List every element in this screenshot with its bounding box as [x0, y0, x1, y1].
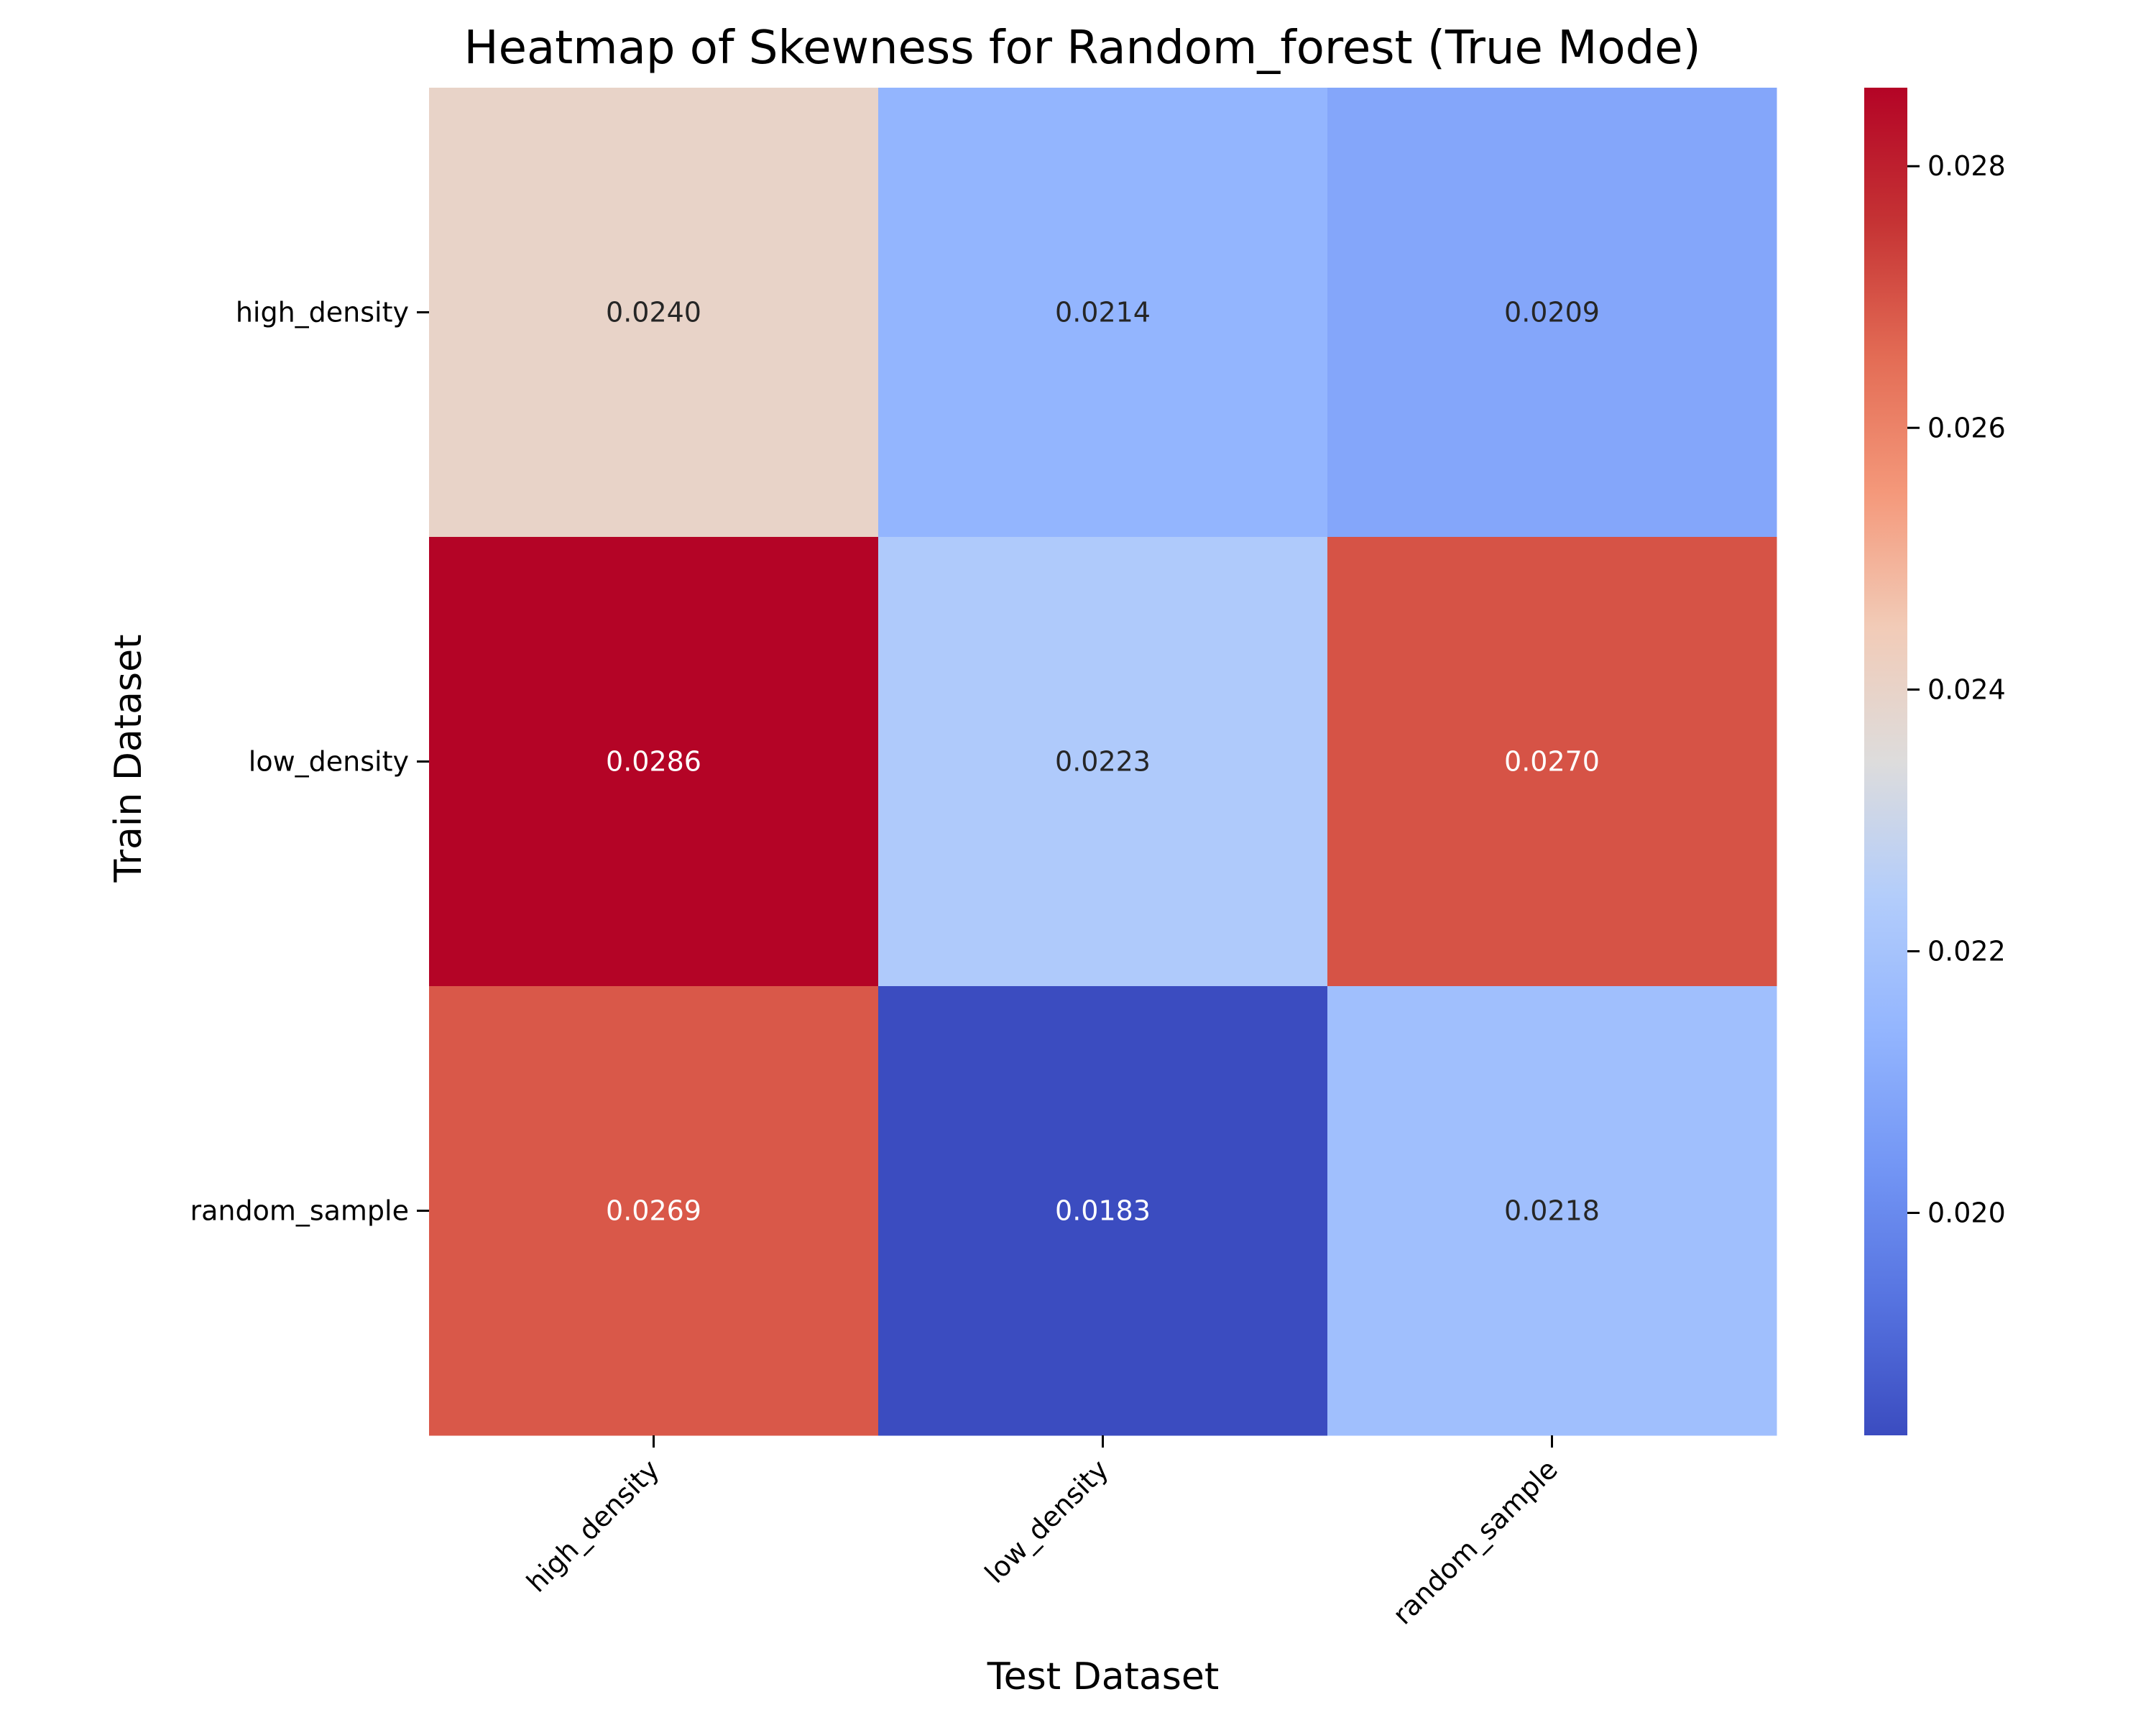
heatmap-cell — [878, 986, 1328, 1436]
cell-value-label: 0.0218 — [1504, 1195, 1600, 1227]
heatmap-cell — [1327, 537, 1777, 987]
cell-value-label: 0.0183 — [1055, 1195, 1151, 1227]
heatmap-cells — [429, 88, 1777, 1436]
colorbar-tick-label: 0.024 — [1927, 673, 2006, 705]
y-tick-label: high_density — [236, 297, 409, 328]
x-axis: high_density low_density random_sample — [520, 1435, 1564, 1631]
y-axis-label: Train Dataset — [107, 635, 150, 883]
y-tick-label: low_density — [249, 746, 409, 778]
heatmap-cell-labels: 0.0240 0.0214 0.0209 0.0286 0.0223 0.0270 0.02… — [606, 297, 1600, 1227]
colorbar-tick-label: 0.020 — [1927, 1197, 2006, 1229]
x-tick-label: random_sample — [1386, 1453, 1563, 1630]
cell-value-label: 0.0209 — [1504, 297, 1600, 328]
heatmap-cell — [429, 986, 879, 1436]
colorbar-tick-label: 0.026 — [1927, 412, 2006, 443]
cell-value-label: 0.0240 — [606, 297, 701, 328]
colorbar-tick-label: 0.022 — [1927, 935, 2006, 967]
cell-value-label: 0.0270 — [1504, 746, 1600, 778]
colorbar-tick-label: 0.028 — [1927, 150, 2006, 182]
heatmap-cell — [1327, 986, 1777, 1436]
x-tick-label: high_density — [520, 1453, 665, 1598]
y-axis: high_density low_density random_sample — [190, 297, 429, 1227]
cell-value-label: 0.0214 — [1055, 297, 1151, 328]
x-tick-label: low_density — [979, 1453, 1115, 1589]
heatmap-cell — [878, 537, 1328, 987]
heatmap-cell — [429, 537, 879, 987]
heatmap-cell — [1327, 88, 1777, 538]
y-tick-label: random_sample — [190, 1195, 409, 1227]
cell-value-label: 0.0223 — [1055, 746, 1151, 778]
heatmap-cell — [429, 88, 879, 538]
x-axis-label: Test Dataset — [987, 1655, 1220, 1698]
chart-title: Heatmap of Skewness for Random_forest (T… — [464, 22, 1700, 75]
colorbar — [1864, 88, 1907, 1435]
colorbar-axis: 0.020 0.022 0.024 0.026 0.028 — [1907, 150, 2006, 1229]
heatmap-cell — [878, 88, 1328, 538]
cell-value-label: 0.0269 — [606, 1195, 701, 1227]
cell-value-label: 0.0286 — [606, 746, 701, 778]
